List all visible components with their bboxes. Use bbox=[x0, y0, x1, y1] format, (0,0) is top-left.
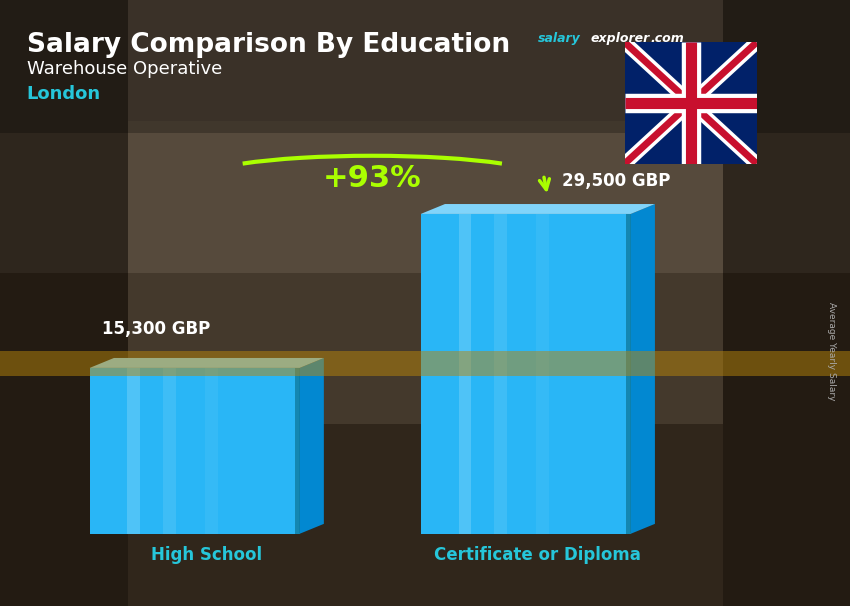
Text: Salary Comparison By Education: Salary Comparison By Education bbox=[26, 32, 510, 58]
Polygon shape bbox=[421, 204, 654, 214]
Polygon shape bbox=[631, 204, 655, 534]
Text: Warehouse Operative: Warehouse Operative bbox=[26, 59, 222, 78]
Bar bbox=[295, 368, 299, 534]
Bar bbox=[458, 214, 471, 534]
FancyBboxPatch shape bbox=[89, 368, 299, 534]
FancyBboxPatch shape bbox=[421, 214, 631, 534]
Text: Certificate or Diploma: Certificate or Diploma bbox=[434, 546, 641, 564]
Text: London: London bbox=[26, 85, 101, 104]
Text: salary: salary bbox=[538, 32, 581, 45]
Bar bbox=[626, 214, 631, 534]
Polygon shape bbox=[89, 358, 324, 368]
Bar bbox=[536, 214, 549, 534]
Text: 29,500 GBP: 29,500 GBP bbox=[562, 172, 671, 190]
Text: explorer: explorer bbox=[590, 32, 649, 45]
Text: +93%: +93% bbox=[323, 164, 422, 193]
Text: 15,300 GBP: 15,300 GBP bbox=[102, 319, 210, 338]
Bar bbox=[205, 368, 218, 534]
Bar bbox=[128, 368, 140, 534]
Polygon shape bbox=[299, 358, 324, 534]
Bar bbox=[163, 368, 176, 534]
Text: Average Yearly Salary: Average Yearly Salary bbox=[827, 302, 836, 401]
Text: High School: High School bbox=[151, 546, 263, 564]
Text: .com: .com bbox=[651, 32, 684, 45]
Bar bbox=[494, 214, 507, 534]
